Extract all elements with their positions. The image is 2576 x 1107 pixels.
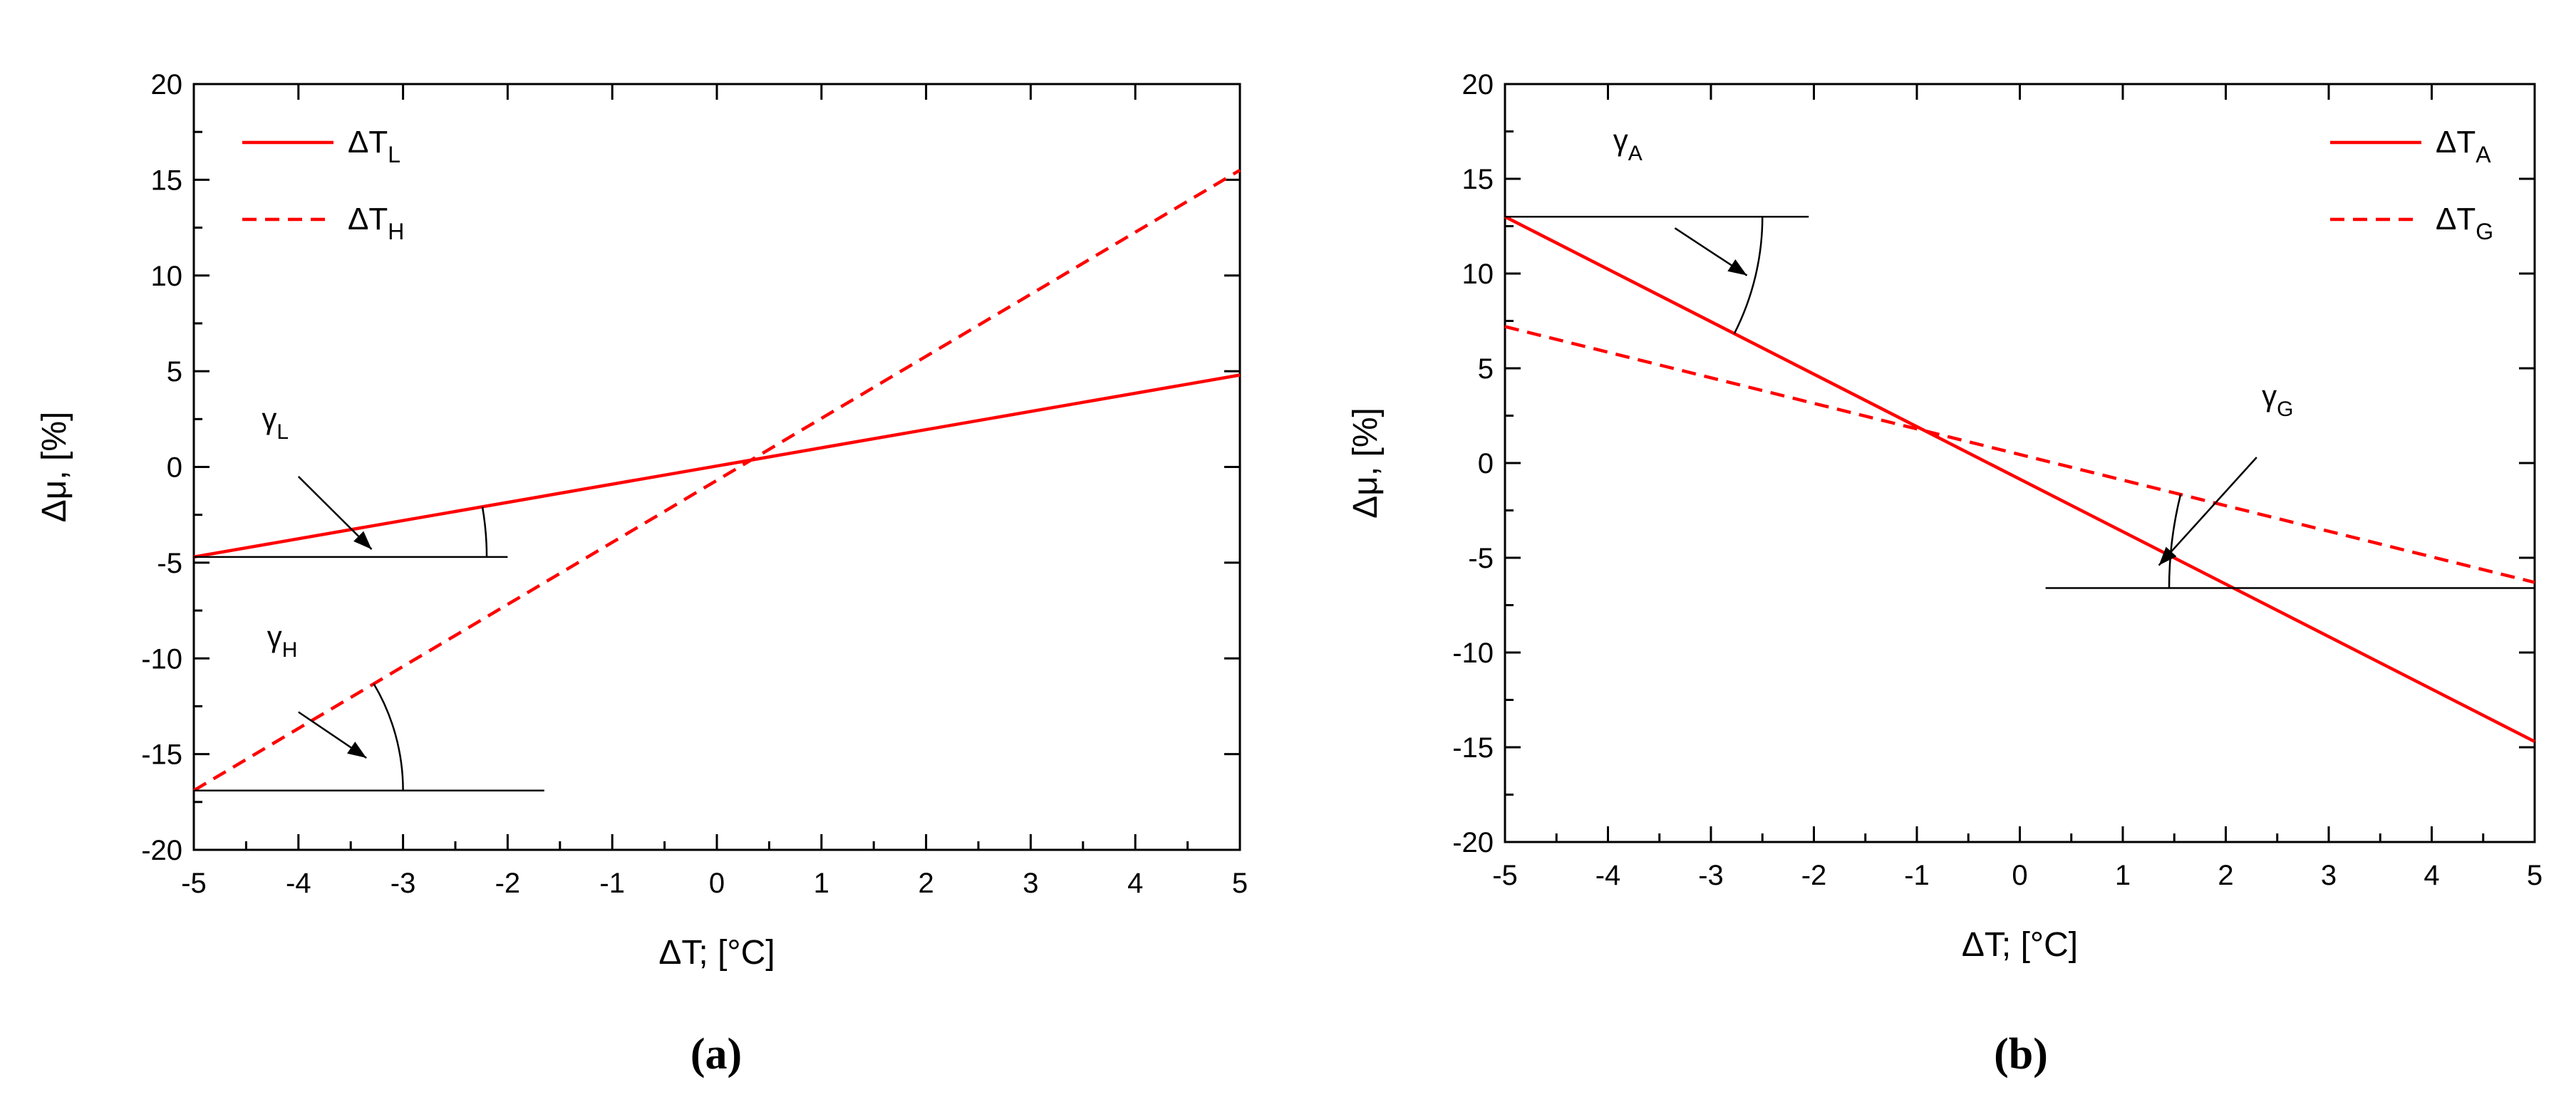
x-tick-label: -3 xyxy=(1698,860,1724,891)
y-axis-label: Δμ, [%] xyxy=(1347,407,1385,519)
angle-arc xyxy=(481,506,488,557)
y-tick-label: 20 xyxy=(1462,69,1494,100)
y-tick-label: -5 xyxy=(1468,543,1494,574)
angle-arc xyxy=(1733,217,1764,334)
annotation-arrowhead xyxy=(1727,259,1747,276)
x-tick-label: -1 xyxy=(599,868,625,899)
x-tick-label: -2 xyxy=(1801,860,1827,891)
y-tick-label: -20 xyxy=(1452,827,1494,858)
series-line-l xyxy=(193,373,1241,559)
legend-name: ΔT xyxy=(348,202,388,237)
x-tick-label: -2 xyxy=(495,868,521,899)
angle-arc xyxy=(373,683,404,791)
legend-name: ΔT xyxy=(2436,125,2476,160)
angle-symbol: γ xyxy=(1613,123,1628,157)
y-axis-label: Δμ, [%] xyxy=(36,412,73,523)
angle-label: γA xyxy=(1613,123,1643,165)
x-tick-label: -1 xyxy=(1904,860,1930,891)
x-tick-label: 1 xyxy=(814,868,829,899)
annotation-arrowhead xyxy=(2158,546,2177,566)
x-tick-label: 0 xyxy=(709,868,725,899)
annotation-arrow xyxy=(2158,457,2257,566)
y-tick-label: -15 xyxy=(141,739,182,771)
legend-subscript: H xyxy=(388,219,404,244)
legend-subscript: L xyxy=(388,142,400,167)
series-line-h xyxy=(192,169,1241,792)
legend-label: ΔTH xyxy=(348,202,404,244)
x-tick-label: -4 xyxy=(1595,860,1621,891)
x-tick-label: 2 xyxy=(918,868,933,899)
series-line-g xyxy=(1504,325,2535,584)
x-axis-label: ΔT; [°C] xyxy=(658,934,775,972)
y-tick-label: 0 xyxy=(1478,448,1494,479)
series-line-a xyxy=(1504,215,2536,744)
y-tick-label: 10 xyxy=(1462,259,1494,290)
legend-name: ΔT xyxy=(348,125,388,160)
x-tick-label: -3 xyxy=(390,868,416,899)
angle-symbol: γ xyxy=(267,620,282,653)
x-tick-label: 4 xyxy=(2424,860,2439,891)
x-tick-label: 5 xyxy=(2527,860,2543,891)
x-tick-label: -4 xyxy=(286,868,311,899)
y-tick-label: 15 xyxy=(1462,164,1494,195)
angle-arc xyxy=(2168,494,2182,588)
panel-label: (b) xyxy=(1994,1030,2048,1079)
y-tick-label: -15 xyxy=(1452,732,1494,764)
y-tick-label: -10 xyxy=(1452,638,1494,669)
y-tick-label: -20 xyxy=(141,835,182,866)
y-tick-label: 5 xyxy=(167,356,182,388)
y-tick-label: 0 xyxy=(167,452,182,484)
angle-symbol: γ xyxy=(2262,379,2277,412)
x-tick-label: -5 xyxy=(1492,860,1518,891)
y-tick-label: -5 xyxy=(157,548,182,579)
x-tick-label: 3 xyxy=(1023,868,1038,899)
angle-label: γL xyxy=(262,402,289,444)
legend-subscript: G xyxy=(2476,219,2493,244)
x-tick-label: 1 xyxy=(2115,860,2131,891)
legend-label: ΔTG xyxy=(2436,202,2493,244)
y-tick-label: -10 xyxy=(141,643,182,675)
y-tick-label: 5 xyxy=(1478,353,1494,385)
x-axis-label: ΔT; [°C] xyxy=(1962,926,2078,964)
legend-name: ΔT xyxy=(2436,202,2476,237)
legend-label: ΔTL xyxy=(348,125,400,167)
angle-symbol: γ xyxy=(262,402,276,435)
legend-subscript: A xyxy=(2476,142,2491,167)
angle-label: γH xyxy=(267,620,298,662)
angle-label: γG xyxy=(2262,379,2293,421)
angle-subscript: A xyxy=(1628,142,1643,165)
angle-subscript: L xyxy=(276,420,289,444)
x-tick-label: 3 xyxy=(2321,860,2337,891)
panel-label: (a) xyxy=(690,1030,742,1079)
annotation-arrowhead xyxy=(347,742,367,758)
annotation-arrowhead xyxy=(353,531,372,550)
legend-label: ΔTA xyxy=(2436,125,2491,167)
plot-frame xyxy=(1504,83,2536,843)
x-tick-label: 2 xyxy=(2218,860,2233,891)
x-tick-label: 5 xyxy=(1232,868,1248,899)
y-tick-label: 10 xyxy=(151,261,183,292)
x-tick-label: -5 xyxy=(181,868,207,899)
angle-subscript: H xyxy=(282,638,298,662)
angle-subscript: G xyxy=(2277,397,2293,421)
x-tick-label: 0 xyxy=(2012,860,2027,891)
y-tick-label: 15 xyxy=(151,165,183,196)
x-tick-label: 4 xyxy=(1127,868,1143,899)
y-tick-label: 20 xyxy=(151,69,183,100)
